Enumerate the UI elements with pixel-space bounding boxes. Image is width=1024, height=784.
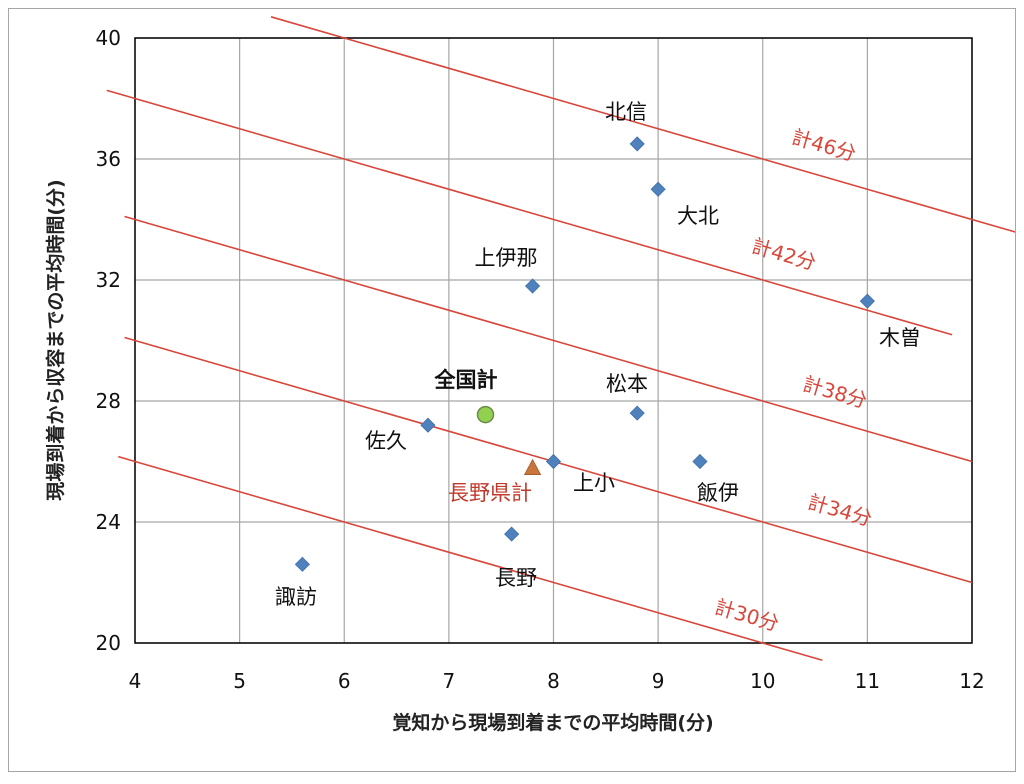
x-tick-label: 4 — [129, 669, 142, 693]
reference-line-30 — [118, 455, 823, 662]
diamond-marker — [629, 405, 645, 421]
point-label: 上小 — [573, 471, 615, 495]
point-label: 長野 — [495, 566, 537, 590]
diamond-marker — [629, 136, 645, 152]
x-tick-label: 6 — [338, 669, 351, 693]
triangle-marker — [523, 458, 542, 475]
x-axis-label: 覚知から現場到着までの平均時間(分) — [392, 711, 713, 734]
diamond-marker — [859, 293, 875, 309]
diamond-marker — [504, 526, 520, 542]
y-tick-label: 28 — [96, 389, 121, 413]
x-tick-label: 9 — [652, 669, 665, 693]
reference-line-38 — [124, 215, 973, 463]
diamond-marker — [294, 556, 310, 572]
chart-border — [8, 8, 1016, 772]
diamond-marker — [420, 417, 436, 433]
diamond-marker — [545, 453, 562, 470]
x-tick-label: 7 — [443, 669, 456, 693]
y-tick-label: 40 — [96, 26, 121, 50]
point-label: 木曽 — [879, 326, 921, 350]
circle-marker — [476, 405, 495, 424]
point-label: 長野県計 — [448, 481, 532, 505]
point-label: 諏訪 — [275, 585, 317, 609]
diamond-marker — [692, 453, 708, 470]
point-label: 北信 — [605, 100, 647, 124]
reference-line-46 — [270, 16, 1015, 233]
grid — [134, 37, 973, 644]
point-label: 全国計 — [434, 368, 498, 392]
y-tick-label: 32 — [96, 268, 121, 292]
y-tick-label: 24 — [96, 510, 121, 534]
x-tick-label: 8 — [547, 669, 560, 693]
point-label: 松本 — [606, 372, 648, 396]
x-tick-label: 10 — [750, 669, 775, 693]
point-label: 大北 — [677, 204, 719, 228]
y-axis-label: 現場到着から収容までの平均時間(分) — [44, 179, 67, 500]
y-tick-label: 20 — [96, 631, 121, 655]
x-tick-label: 11 — [855, 669, 880, 693]
point-label: 飯伊 — [697, 481, 739, 505]
data-points — [294, 136, 875, 572]
point-label: 佐久 — [365, 429, 407, 453]
diamond-marker — [525, 278, 541, 294]
tick-labels: 4 5 6 7 8 9 10 11 12 20 24 28 32 36 40 — [96, 26, 985, 693]
x-tick-label: 5 — [233, 669, 246, 693]
point-label: 上伊那 — [475, 246, 538, 270]
y-tick-label: 36 — [96, 147, 121, 171]
diamond-marker — [650, 181, 666, 197]
x-tick-label: 12 — [959, 669, 984, 693]
reference-line-42 — [106, 89, 953, 336]
